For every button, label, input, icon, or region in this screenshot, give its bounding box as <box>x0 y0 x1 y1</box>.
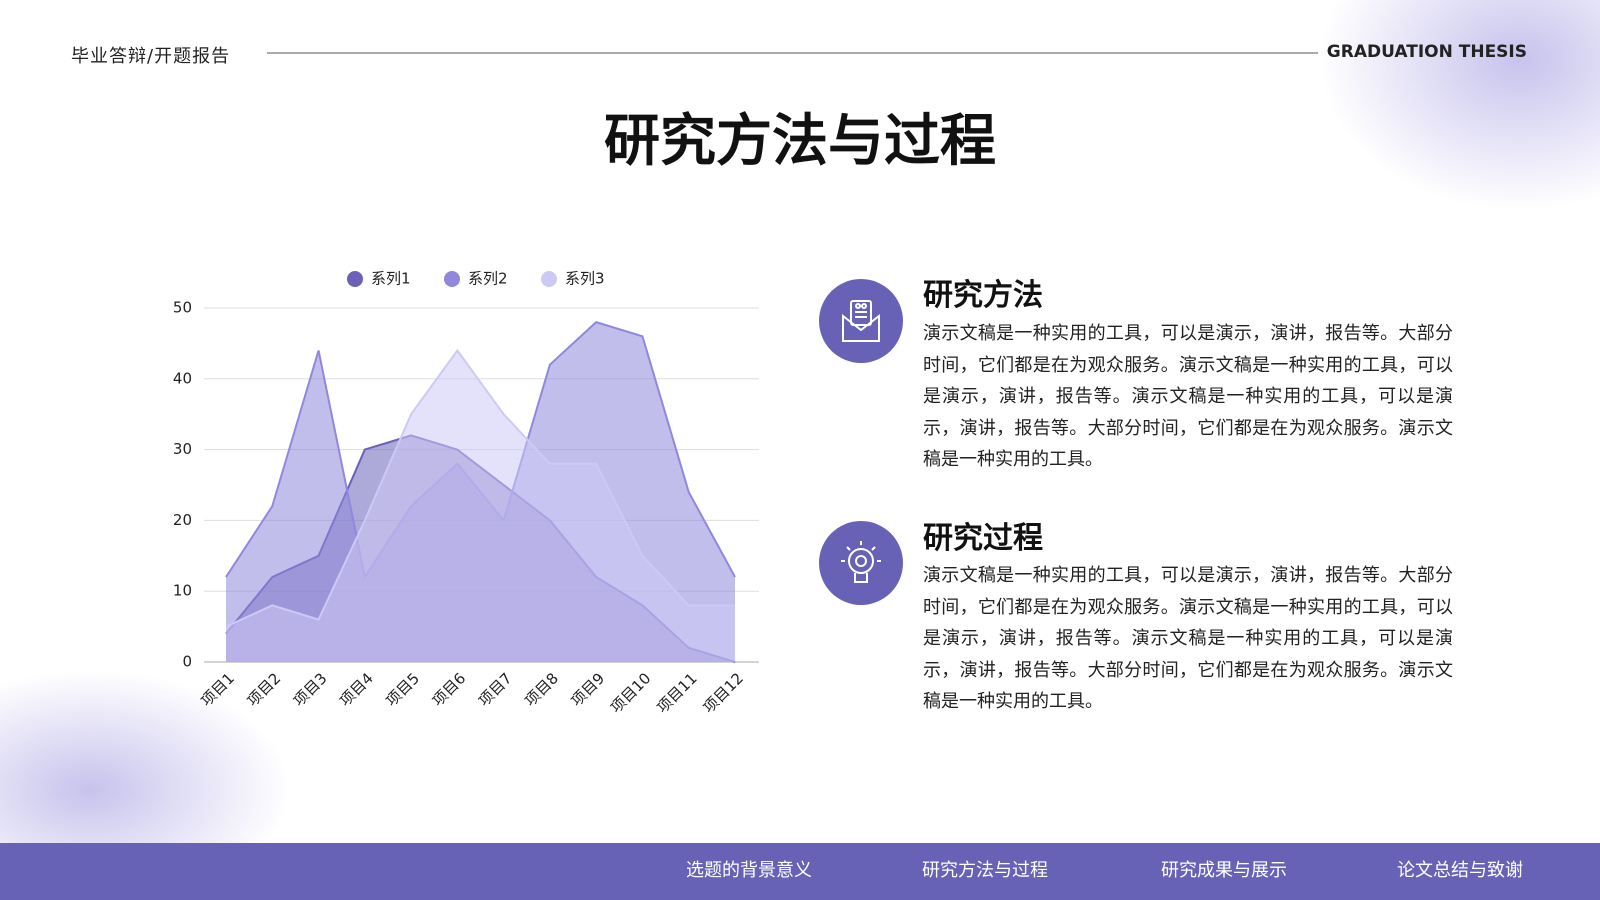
legend-swatch <box>444 271 460 287</box>
x-tick-label: 项目3 <box>290 669 331 710</box>
legend-label: 系列1 <box>371 270 411 288</box>
section-heading: 研究方法 <box>923 278 1043 313</box>
y-tick-label: 20 <box>173 511 192 529</box>
y-tick-label: 40 <box>173 369 192 387</box>
header-left: 毕业答辩/开题报告 <box>71 46 231 67</box>
x-tick-label: 项目2 <box>244 669 285 710</box>
legend-swatch <box>541 271 557 287</box>
footer-bar <box>0 843 1600 900</box>
y-tick-label: 10 <box>173 582 192 600</box>
x-tick-label: 项目12 <box>700 669 747 716</box>
icon-bulb <box>841 541 881 583</box>
area <box>226 350 735 662</box>
legend-swatch <box>347 271 363 287</box>
nav-item[interactable]: 选题的背景意义 <box>686 860 812 881</box>
section-heading: 研究过程 <box>923 521 1043 556</box>
x-tick-label: 项目11 <box>653 669 700 716</box>
header-right: GRADUATION THESIS <box>1326 42 1527 62</box>
x-tick-label: 项目7 <box>475 669 516 710</box>
y-tick-label: 50 <box>173 299 192 317</box>
slide-title: 研究方法与过程 <box>604 109 996 174</box>
y-tick-label: 30 <box>173 440 192 458</box>
x-tick-label: 项目10 <box>607 669 654 716</box>
watercolor <box>0 670 290 900</box>
icon-mail <box>842 300 880 342</box>
x-tick-label: 项目4 <box>336 669 377 710</box>
x-tick-label: 项目9 <box>568 669 609 710</box>
legend-label: 系列3 <box>565 270 605 288</box>
y-tick-label: 0 <box>182 653 192 671</box>
x-tick-label: 项目8 <box>521 669 562 710</box>
x-tick-label: 项目5 <box>382 669 423 710</box>
nav-item[interactable]: 研究方法与过程 <box>922 860 1048 881</box>
nav-item[interactable]: 论文总结与致谢 <box>1397 860 1523 881</box>
x-tick-label: 项目6 <box>429 669 470 710</box>
section-text: 演示文稿是一种实用的工具，可以是演示，演讲，报告等。大部分时间，它们都是在为观众… <box>923 323 1453 471</box>
icon-circle <box>819 521 903 605</box>
icon-circle <box>819 279 903 363</box>
nav-item[interactable]: 研究成果与展示 <box>1161 860 1287 881</box>
legend-label: 系列2 <box>468 270 508 288</box>
area-line <box>225 348 735 628</box>
section-text: 演示文稿是一种实用的工具，可以是演示，演讲，报告等。大部分时间，它们都是在为观众… <box>923 565 1453 713</box>
watercolor <box>1320 0 1600 210</box>
